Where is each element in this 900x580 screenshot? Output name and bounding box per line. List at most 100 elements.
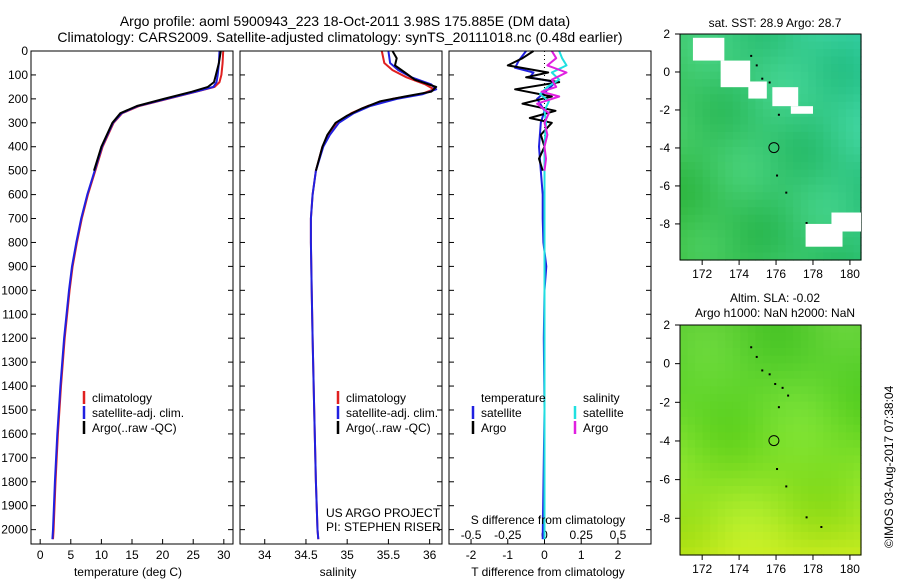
map-cell — [785, 139, 794, 148]
map-cell — [740, 386, 749, 395]
map-cell — [710, 169, 719, 178]
map-cell — [808, 252, 817, 261]
map-cell — [845, 229, 855, 238]
map-cell — [717, 184, 726, 193]
map-cell — [800, 147, 809, 156]
map-cell — [732, 509, 741, 518]
map-cell — [747, 340, 757, 349]
map-cell — [695, 417, 704, 426]
map-cell — [717, 169, 726, 178]
map-cell — [755, 34, 764, 43]
map-cell — [823, 94, 832, 103]
map-cell — [710, 71, 719, 80]
map-cell — [838, 332, 847, 341]
map-cell — [800, 34, 809, 43]
map-y-tick-label: 0 — [663, 357, 670, 371]
map-cell — [762, 325, 772, 334]
salinity-axes-frame — [239, 50, 443, 545]
map-cell — [740, 184, 749, 193]
map-cell — [793, 131, 802, 141]
map-cell — [853, 56, 862, 65]
map-cell — [800, 207, 809, 216]
map-cell — [702, 516, 711, 525]
map-cell — [823, 470, 832, 479]
map-cell — [808, 501, 817, 510]
map-cell — [778, 432, 787, 441]
map-cell — [823, 214, 832, 223]
difference-panel: -2 -1 0 1 2-0.5 -0.25 0 0.25 0.5 temperature sal… — [448, 50, 652, 579]
map-cell — [695, 509, 704, 518]
map-cell — [800, 478, 809, 487]
map-cell — [687, 447, 696, 456]
map-cell — [808, 424, 817, 433]
map-cell — [815, 424, 824, 433]
map-cell — [853, 229, 862, 238]
map-cell — [740, 348, 749, 357]
map-cell — [702, 199, 711, 208]
map-cell — [838, 539, 847, 548]
map-cell — [732, 86, 741, 95]
map-cell — [717, 109, 726, 118]
map-cell — [800, 470, 809, 479]
map-cell — [702, 524, 711, 533]
map-cell — [830, 401, 839, 410]
y-tick-label: 1100 — [2, 307, 28, 321]
sst-map-panel: sat. SST: 28.9 Argo: 28.7 172 174 176 178 18… — [659, 16, 862, 281]
map-cell — [732, 348, 741, 357]
map-cell — [762, 440, 772, 449]
map-cell — [702, 463, 711, 472]
map-cell — [830, 116, 839, 125]
map-cell — [808, 184, 817, 193]
map-cell — [793, 547, 802, 556]
map-cell — [702, 440, 711, 449]
map-cell — [710, 493, 719, 502]
map-cell — [823, 478, 832, 487]
map-cell — [815, 192, 824, 201]
map-cell — [717, 252, 726, 261]
map-cell — [725, 229, 734, 238]
y-tick-label: 800 — [8, 235, 28, 249]
map-cell — [823, 244, 832, 254]
map-cell — [838, 94, 847, 103]
map-cell — [800, 371, 809, 380]
map-cell — [740, 116, 749, 125]
map-cell — [695, 371, 704, 380]
map-cell — [770, 340, 779, 349]
map-cell — [702, 71, 711, 80]
map-cell — [740, 524, 749, 533]
map-cell — [710, 401, 719, 410]
map-cell — [725, 332, 734, 341]
map-cell — [815, 177, 824, 186]
map-cell — [680, 539, 689, 548]
map-cell — [695, 386, 704, 395]
map-cell — [845, 509, 855, 518]
map-cell — [838, 417, 847, 426]
map-cell — [680, 371, 689, 380]
top-tick-label: -0.5 — [461, 528, 482, 542]
series-line-climatology — [52, 50, 225, 540]
map-cell — [755, 244, 764, 254]
map-cell — [778, 532, 787, 541]
map-cell — [755, 101, 764, 110]
map-cell — [853, 455, 862, 464]
map-cell — [732, 214, 741, 223]
map-cell — [702, 386, 711, 395]
map-cell — [687, 501, 696, 510]
island-dot — [787, 394, 790, 397]
map-cell — [732, 237, 741, 246]
map-cell — [762, 71, 772, 80]
map-cell — [717, 371, 726, 380]
map-cell — [717, 124, 726, 133]
map-cell — [755, 177, 764, 186]
map-cell — [755, 109, 764, 118]
map-cell — [785, 192, 794, 201]
map-cell — [755, 49, 764, 58]
map-cell — [680, 192, 689, 201]
map-cell — [830, 34, 839, 43]
map-cell — [755, 355, 764, 364]
map-cell — [853, 244, 862, 254]
map-cell — [785, 401, 794, 410]
map-cell — [732, 455, 741, 464]
map-cell — [695, 340, 704, 349]
map-cell — [680, 184, 689, 193]
